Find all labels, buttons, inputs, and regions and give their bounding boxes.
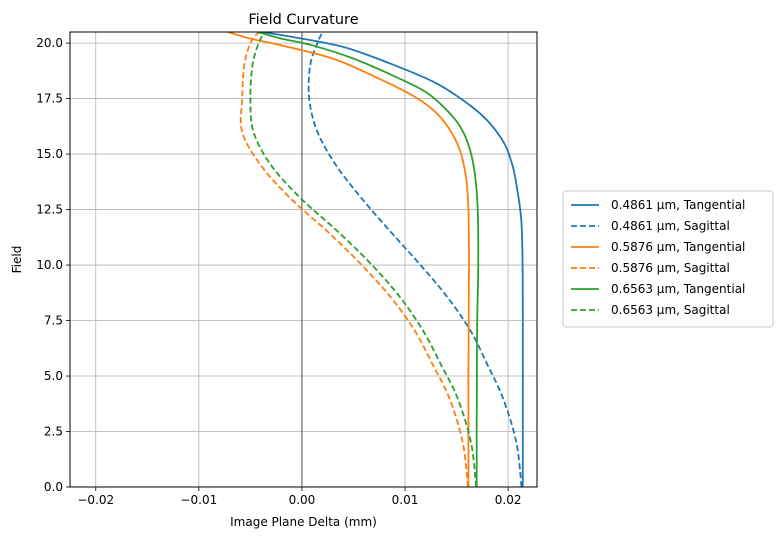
- y-tick-label: 17.5: [36, 92, 63, 106]
- y-tick-label: 10.0: [36, 258, 63, 272]
- x-tick-label: 0.02: [495, 493, 522, 507]
- x-tick-label: 0.00: [289, 493, 316, 507]
- legend-label: 0.6563 µm, Sagittal: [611, 303, 730, 317]
- series-line-2: [307, 32, 523, 487]
- chart-title: Field Curvature: [248, 12, 358, 28]
- series-line-1: [262, 32, 524, 487]
- legend-label: 0.5876 µm, Tangential: [611, 240, 745, 254]
- y-tick-label: 12.5: [36, 203, 63, 217]
- series-line-4: [239, 32, 469, 487]
- legend-box: [562, 190, 774, 328]
- x-tick-label: −0.01: [180, 493, 217, 507]
- y-tick-label: 15.0: [36, 147, 63, 161]
- x-axis-title: Image Plane Delta (mm): [230, 515, 377, 529]
- legend: 0.4861 µm, Tangential 0.4861 µm, Sagittal…: [562, 190, 774, 328]
- x-tick-label: −0.02: [77, 493, 114, 507]
- legend-label: 0.5876 µm, Sagittal: [611, 261, 730, 275]
- y-axis-title: Field: [10, 246, 24, 274]
- series-lines: [227, 32, 524, 487]
- x-tick-label: 0.01: [392, 493, 419, 507]
- series-line-5: [257, 32, 480, 487]
- plot-area-frame: [69, 31, 538, 488]
- legend-label: 0.6563 µm, Tangential: [611, 282, 745, 296]
- y-tick-label: 20.0: [36, 36, 63, 50]
- legend-label: 0.4861 µm, Tangential: [611, 198, 745, 212]
- y-tick-label: 2.5: [44, 425, 63, 439]
- legend-label: 0.4861 µm, Sagittal: [611, 219, 730, 233]
- axis-ticks: −0.02 −0.01 0.00 0.01 0.020.02.55.07.510.012…: [36, 36, 521, 507]
- y-tick-label: 7.5: [44, 314, 63, 328]
- y-tick-label: 0.0: [44, 480, 63, 494]
- series-line-3: [227, 32, 470, 487]
- series-line-6: [249, 32, 478, 487]
- y-tick-label: 5.0: [44, 369, 63, 383]
